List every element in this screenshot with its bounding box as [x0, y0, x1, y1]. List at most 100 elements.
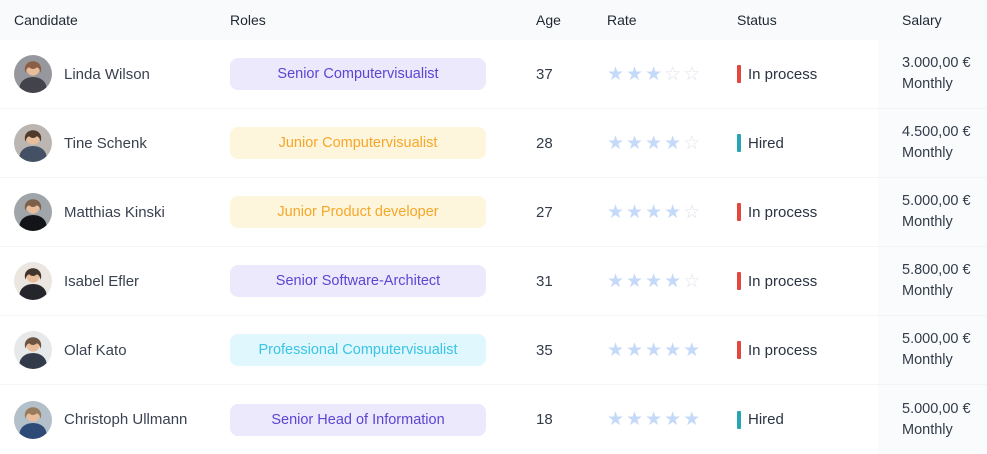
candidate-name: Linda Wilson: [64, 65, 150, 83]
star-icon[interactable]: ★: [626, 201, 644, 223]
status-label: In process: [748, 203, 818, 221]
star-icon[interactable]: ★: [645, 63, 663, 85]
status-cell: In process: [718, 203, 878, 221]
salary-period: Monthly: [902, 76, 953, 92]
roles-cell: Senior Computervisualist: [230, 58, 516, 90]
column-header-age: Age: [536, 12, 561, 28]
salary-cell: 4.500,00 € Monthly: [878, 109, 987, 177]
rate-cell: ★ ★ ★ ★ ★: [588, 410, 718, 429]
salary-amount: 5.000,00 €: [902, 193, 971, 209]
candidate-name: Christoph Ullmann: [64, 411, 188, 428]
salary-cell: 5.000,00 € Monthly: [878, 385, 987, 454]
star-icon[interactable]: ★: [645, 270, 663, 292]
age-cell: 27: [536, 203, 553, 221]
star-icon[interactable]: ★: [645, 132, 663, 154]
star-icon[interactable]: ★: [664, 270, 682, 292]
star-icon[interactable]: ★: [626, 409, 644, 430]
star-icon[interactable]: ★: [683, 409, 701, 430]
candidate-cell: Olaf Kato: [0, 316, 230, 384]
star-icon[interactable]: ★: [645, 339, 663, 361]
rate-cell: ★ ★ ★ ★ ☆: [588, 203, 718, 222]
star-icon[interactable]: ☆: [683, 63, 701, 85]
age-cell: 37: [536, 65, 553, 83]
salary-cell: 5.000,00 € Monthly: [878, 178, 987, 246]
star-icon[interactable]: ★: [626, 63, 644, 85]
star-icon[interactable]: ★: [607, 270, 625, 292]
star-icon[interactable]: ★: [607, 201, 625, 223]
star-icon[interactable]: ★: [626, 132, 644, 154]
status-cell: Hired: [718, 134, 878, 152]
candidate-cell: Linda Wilson: [0, 40, 230, 108]
avatar: [14, 55, 52, 93]
star-icon[interactable]: ★: [664, 339, 682, 361]
star-icon[interactable]: ☆: [683, 132, 701, 154]
rate-cell: ★ ★ ★ ★ ☆: [588, 134, 718, 153]
star-icon[interactable]: ☆: [683, 201, 701, 223]
salary-amount: 5.800,00 €: [902, 262, 971, 278]
status-cell: In process: [718, 272, 878, 290]
salary-amount: 3.000,00 €: [902, 55, 971, 71]
status-bar-icon: [737, 203, 741, 221]
table-row[interactable]: Isabel Efler Senior Software-Architect 3…: [0, 247, 987, 316]
role-badge: Senior Computervisualist: [230, 58, 486, 90]
salary-cell: 5.800,00 € Monthly: [878, 247, 987, 315]
avatar: [14, 124, 52, 162]
star-icon[interactable]: ★: [607, 63, 625, 85]
rate-cell: ★ ★ ★ ★ ★: [588, 341, 718, 360]
candidate-name: Olaf Kato: [64, 341, 127, 359]
roles-cell: Junior Product developer: [230, 196, 516, 228]
table-row[interactable]: Olaf Kato Professional Computervisualist…: [0, 316, 987, 385]
status-bar-icon: [737, 272, 741, 290]
star-icon[interactable]: ★: [607, 132, 625, 154]
star-icon[interactable]: ★: [607, 339, 625, 361]
star-icon[interactable]: ☆: [664, 63, 682, 85]
age-cell: 18: [536, 411, 553, 428]
avatar: [14, 262, 52, 300]
rating-stars: ★ ★ ★ ★ ☆: [607, 272, 718, 291]
table-row[interactable]: Christoph Ullmann Senior Head of Informa…: [0, 385, 987, 454]
salary-period: Monthly: [902, 352, 953, 368]
status-bar-icon: [737, 65, 741, 83]
star-icon[interactable]: ★: [626, 339, 644, 361]
column-header-status: Status: [737, 12, 777, 28]
table-body: Linda Wilson Senior Computervisualist 37…: [0, 40, 987, 454]
column-header-salary: Salary: [902, 12, 942, 28]
star-icon[interactable]: ★: [645, 201, 663, 223]
table-header: Candidate Roles Age Rate Status Salary: [0, 0, 987, 40]
role-badge: Senior Head of Information: [230, 403, 486, 436]
avatar: [14, 400, 52, 439]
status-bar-icon: [737, 134, 741, 152]
candidate-cell: Matthias Kinski: [0, 178, 230, 246]
star-icon[interactable]: ★: [683, 339, 701, 361]
rating-stars: ★ ★ ★ ★ ★: [607, 341, 718, 360]
rate-cell: ★ ★ ★ ★ ☆: [588, 272, 718, 291]
star-icon[interactable]: ★: [664, 201, 682, 223]
table-row[interactable]: Matthias Kinski Junior Product developer…: [0, 178, 987, 247]
star-icon[interactable]: ★: [645, 409, 663, 430]
avatar: [14, 193, 52, 231]
status-label: Hired: [748, 411, 784, 428]
role-badge: Senior Software-Architect: [230, 265, 486, 297]
star-icon[interactable]: ★: [607, 409, 625, 430]
star-icon[interactable]: ☆: [683, 270, 701, 292]
status-cell: In process: [718, 341, 878, 359]
rating-stars: ★ ★ ★ ★ ☆: [607, 134, 718, 153]
age-cell: 35: [536, 341, 553, 359]
candidate-cell: Isabel Efler: [0, 247, 230, 315]
roles-cell: Junior Computervisualist: [230, 127, 516, 159]
star-icon[interactable]: ★: [664, 132, 682, 154]
salary-cell: 5.000,00 € Monthly: [878, 316, 987, 384]
star-icon[interactable]: ★: [626, 270, 644, 292]
salary-cell: 3.000,00 € Monthly: [878, 40, 987, 108]
status-label: Hired: [748, 134, 784, 152]
roles-cell: Senior Software-Architect: [230, 265, 516, 297]
candidate-name: Isabel Efler: [64, 272, 140, 290]
table-row[interactable]: Linda Wilson Senior Computervisualist 37…: [0, 40, 987, 109]
column-header-roles: Roles: [230, 12, 266, 28]
table-row[interactable]: Tine Schenk Junior Computervisualist 28 …: [0, 109, 987, 178]
status-bar-icon: [737, 410, 741, 429]
star-icon[interactable]: ★: [664, 409, 682, 430]
rating-stars: ★ ★ ★ ★ ★: [607, 410, 718, 429]
status-label: In process: [748, 272, 818, 290]
